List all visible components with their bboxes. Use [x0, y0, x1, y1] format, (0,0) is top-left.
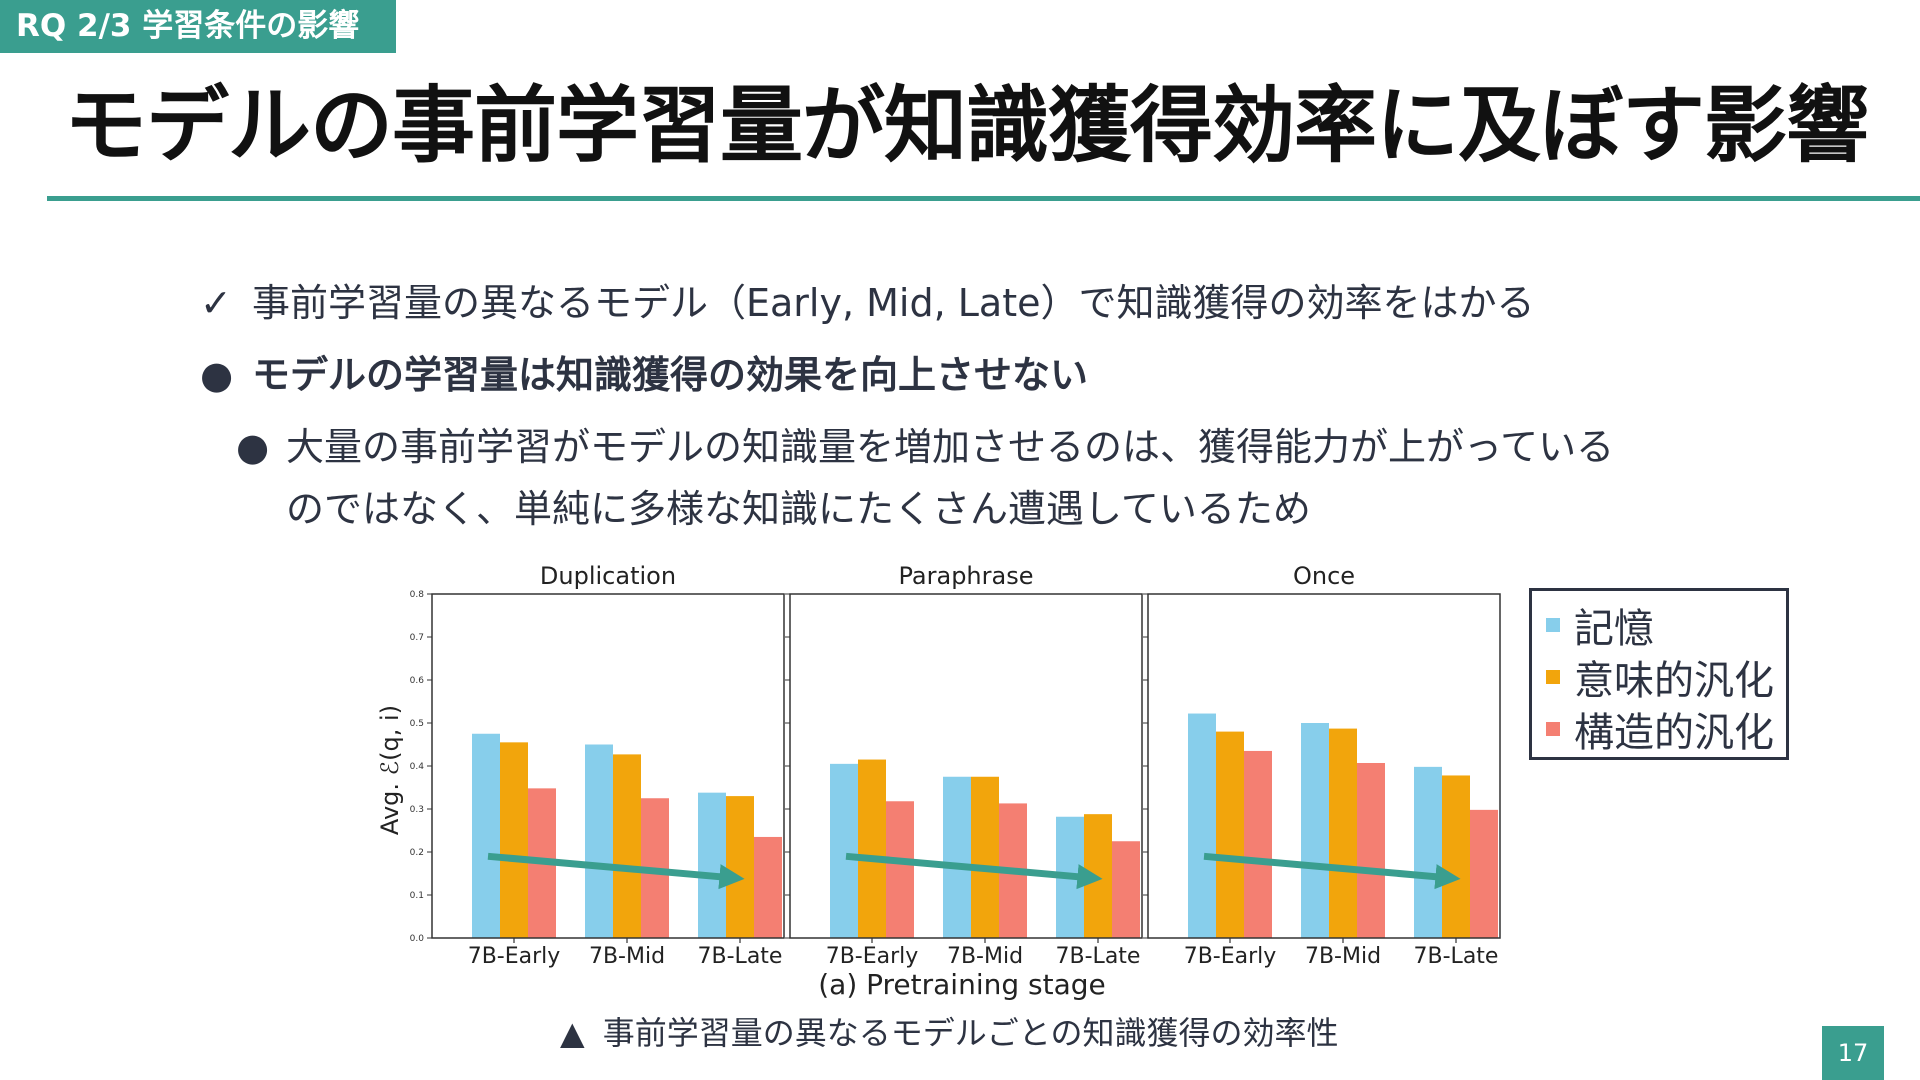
y-tick-label: 0.8	[410, 590, 425, 600]
legend-item-structural-generalization: 構造的汎化	[1546, 703, 1786, 756]
panel-title: Duplication	[540, 562, 676, 590]
bullet-list: ✓ 事前学習量の異なるモデル（Early, Mid, Late）で知識獲得の効率…	[200, 272, 1700, 540]
bar	[943, 776, 971, 938]
y-tick-label: 0.4	[410, 762, 425, 772]
trend-arrow	[1203, 852, 1461, 890]
sub-bullet-item: ● 大量の事前学習がモデルの知識量を増加させるのは、獲得能力が上がっている	[200, 416, 1700, 478]
bar	[971, 776, 999, 938]
bar	[886, 801, 914, 938]
triangle-up-icon: ▲	[560, 1014, 585, 1052]
check-icon: ✓	[200, 281, 232, 325]
x-tick-label: 7B-Late	[698, 944, 783, 969]
bar	[613, 754, 641, 938]
sub-bullet-continuation: のではなく、単純に多様な知識にたくさん遭遇しているため	[200, 478, 1700, 540]
legend-item-semantic-generalization: 意味的汎化	[1546, 651, 1786, 704]
panel-frame	[431, 593, 785, 939]
legend-label: 意味的汎化	[1574, 658, 1774, 704]
bar	[500, 742, 528, 938]
y-tick-label: 0.5	[410, 719, 424, 729]
bar	[1414, 766, 1442, 938]
panel-title: Paraphrase	[899, 562, 1034, 590]
chart-panel-duplication: Duplication 7B-Early 7B-Mid 7B-Late 0.0 0.1 0.…	[410, 562, 785, 969]
bullet-text-2: モデルの学習量は知識獲得の効果を向上させない	[252, 353, 1089, 397]
trend-arrow	[845, 852, 1103, 890]
section-tag: RQ 2/3 学習条件の影響	[0, 0, 396, 53]
legend-label: 記憶	[1574, 606, 1654, 652]
bar-chart-svg: Duplication 7B-Early 7B-Mid 7B-Late 0.0 0.1 0.…	[376, 562, 1501, 1001]
bar	[858, 759, 886, 938]
bar	[472, 733, 500, 938]
figure-caption: ▲ 事前学習量の異なるモデルごとの知識獲得の効率性	[560, 1010, 1460, 1056]
bar	[1301, 723, 1329, 938]
bar-chart: Duplication 7B-Early 7B-Mid 7B-Late 0.0 0.1 0.…	[370, 556, 1515, 1016]
x-tick-label: 7B-Late	[1414, 944, 1499, 969]
legend-swatch	[1546, 670, 1560, 684]
bar	[1244, 750, 1272, 938]
slide-title: モデルの事前学習量が知識獲得効率に及ぼす影響	[64, 77, 1869, 174]
bar	[726, 796, 754, 938]
figure-caption-text: 事前学習量の異なるモデルごとの知識獲得の効率性	[602, 1014, 1339, 1052]
bar	[1470, 809, 1498, 938]
x-axis-label: (a) Pretraining stage	[818, 968, 1106, 1001]
chart-panel-once: Once 7B-Early 7B-Mid 7B-Late	[1143, 562, 1501, 969]
x-tick-label: 7B-Early	[468, 944, 561, 969]
bar	[1442, 775, 1470, 938]
bullet-item-2: ● モデルの学習量は知識獲得の効果を向上させない	[200, 344, 1700, 406]
panel-frame	[1147, 593, 1501, 939]
bullet-item-1: ✓ 事前学習量の異なるモデル（Early, Mid, Late）で知識獲得の効率…	[200, 272, 1700, 334]
x-tick-label: 7B-Early	[826, 944, 919, 969]
legend-swatch	[1546, 722, 1560, 736]
bar	[1357, 762, 1385, 938]
x-tick-label: 7B-Late	[1056, 944, 1141, 969]
bar	[754, 836, 782, 938]
chart-panel-paraphrase: Paraphrase 7B-Early 7B-Mid 7B-Late	[785, 562, 1143, 969]
sub-bullet-text-line-2: のではなく、単純に多様な知識にたくさん遭遇しているため	[286, 487, 1311, 531]
bullet-dot-icon: ●	[200, 353, 234, 397]
x-tick-label: 7B-Mid	[947, 944, 1023, 969]
legend-label: 構造的汎化	[1574, 710, 1774, 756]
panel-title: Once	[1293, 562, 1355, 590]
legend-item-memorization: 記憶	[1546, 599, 1786, 652]
panel-frame	[789, 593, 1143, 939]
title-divider	[47, 196, 1920, 201]
sub-bullet-text-line-1: 大量の事前学習がモデルの知識量を増加させるのは、獲得能力が上がっている	[286, 425, 1615, 469]
x-tick-label: 7B-Mid	[589, 944, 665, 969]
legend-swatch	[1546, 618, 1560, 632]
y-tick-label: 0.3	[410, 805, 424, 815]
chart-legend: 記憶 意味的汎化 構造的汎化	[1529, 588, 1789, 760]
bar	[830, 763, 858, 938]
x-tick-label: 7B-Mid	[1305, 944, 1381, 969]
bar	[1112, 841, 1140, 938]
bar	[1216, 731, 1244, 938]
y-tick-label: 0.2	[410, 848, 424, 858]
bar	[698, 792, 726, 938]
sub-bullet-dot-icon: ●	[236, 425, 270, 469]
bullet-text-1: 事前学習量の異なるモデル（Early, Mid, Late）で知識獲得の効率をは…	[252, 281, 1535, 325]
bar	[585, 744, 613, 938]
bar	[1188, 713, 1216, 938]
y-tick-label: 0.1	[410, 891, 424, 901]
trend-arrow	[487, 852, 745, 890]
y-tick-label: 0.6	[410, 676, 425, 686]
page-number: 17	[1822, 1026, 1884, 1080]
y-axis-label: Avg. ℰ(q, i)	[376, 705, 404, 835]
y-tick-label: 0.7	[410, 633, 424, 643]
bar	[1329, 728, 1357, 938]
x-tick-label: 7B-Early	[1184, 944, 1277, 969]
y-tick-label: 0.0	[410, 934, 425, 944]
